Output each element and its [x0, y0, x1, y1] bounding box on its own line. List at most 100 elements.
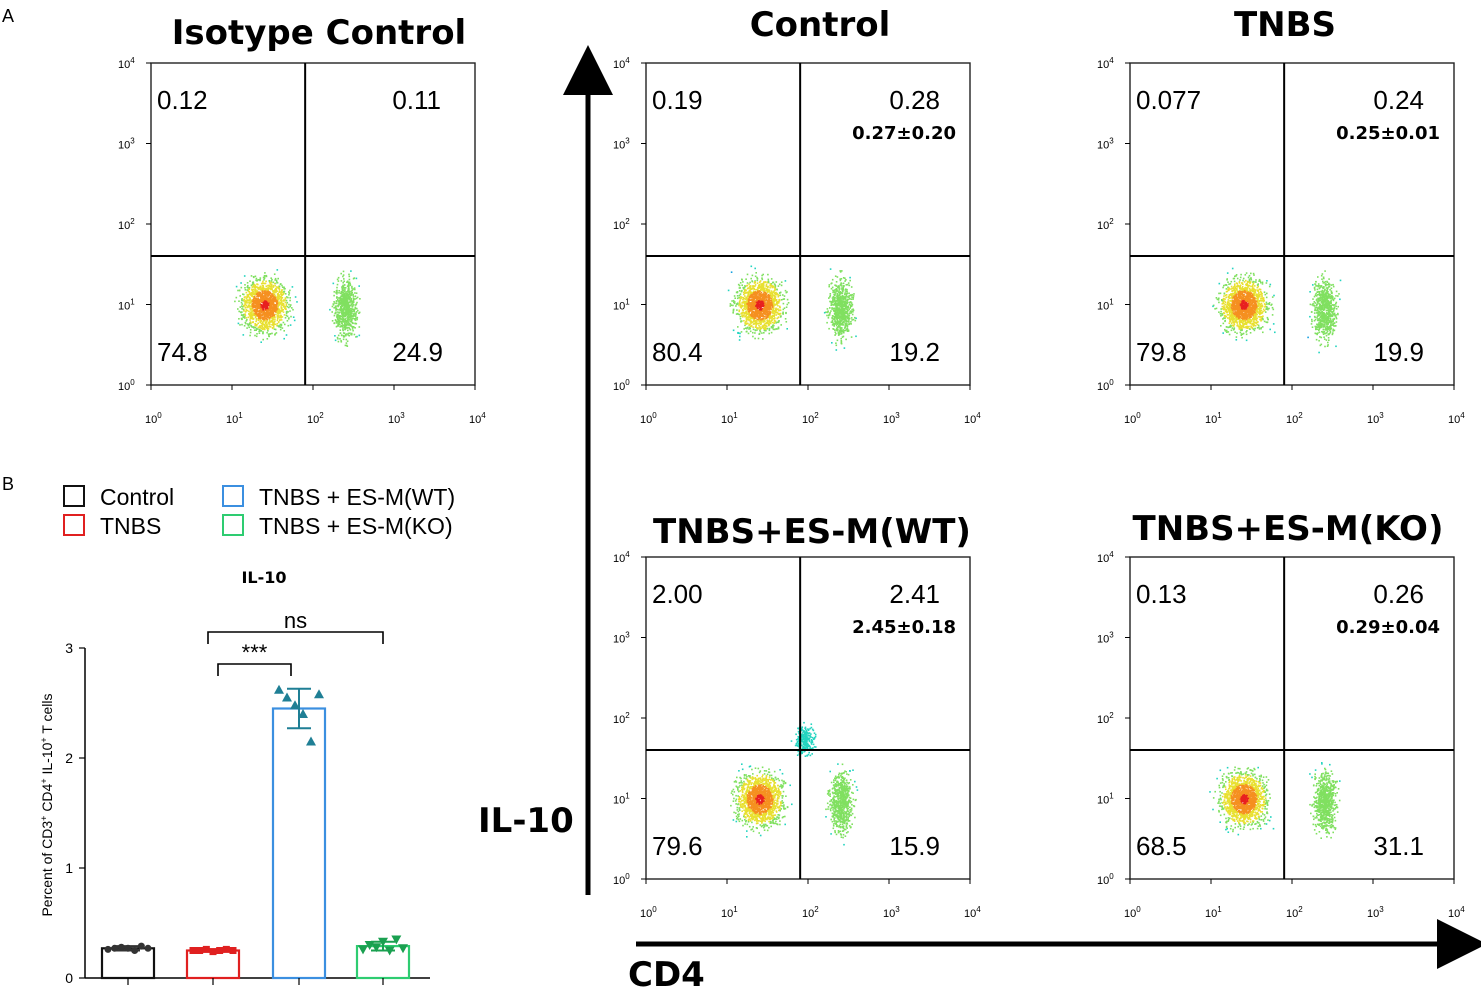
density-dot — [839, 299, 841, 301]
density-dot — [347, 296, 349, 298]
density-dot — [775, 314, 778, 316]
density-dot — [270, 285, 273, 287]
density-dot — [339, 292, 342, 295]
density-dot — [352, 313, 355, 315]
density-dot — [774, 299, 777, 302]
density-dot — [288, 294, 290, 296]
density-dot — [741, 309, 744, 311]
density-dot — [765, 285, 768, 287]
density-dot — [836, 339, 839, 342]
density-dot — [836, 316, 839, 318]
density-dot — [339, 315, 342, 317]
density-dot — [284, 293, 287, 295]
density-dot — [352, 300, 355, 302]
density-dot — [252, 291, 254, 294]
density-dot — [840, 329, 842, 332]
density-dot — [274, 328, 277, 331]
density-dot — [279, 328, 282, 331]
density-dot — [276, 282, 279, 284]
density-dot — [348, 289, 350, 291]
density-dot — [759, 314, 761, 317]
density-dot — [250, 311, 252, 314]
density-dot — [260, 327, 263, 330]
density-dot — [256, 304, 259, 306]
density-dot — [255, 292, 257, 294]
density-dot — [843, 299, 845, 301]
density-dot — [1255, 298, 1258, 300]
density-dot — [264, 298, 267, 301]
density-dot — [846, 323, 848, 325]
density-dot — [1260, 316, 1263, 318]
density-dot — [840, 282, 842, 284]
density-dot — [345, 305, 348, 307]
density-dot — [262, 317, 265, 319]
density-dot — [333, 322, 336, 324]
density-dot — [771, 293, 774, 296]
density-dot — [844, 290, 847, 292]
density-dot — [339, 301, 341, 303]
density-dot — [830, 321, 833, 323]
density-dot — [245, 291, 248, 294]
density-dot — [1260, 317, 1263, 320]
density-dot — [770, 306, 772, 308]
density-dot — [739, 282, 742, 284]
density-dot — [260, 320, 262, 322]
density-dot — [767, 297, 769, 299]
density-dot — [741, 289, 743, 292]
density-dot — [1241, 333, 1244, 335]
density-dot — [348, 292, 351, 295]
density-dot — [772, 326, 774, 329]
density-dot — [841, 317, 843, 320]
density-dot — [346, 281, 348, 283]
density-dot — [772, 285, 775, 288]
density-dot — [1262, 318, 1264, 321]
density-dot — [252, 312, 255, 314]
density-dot — [276, 286, 278, 288]
density-dot — [763, 310, 766, 313]
density-dot — [785, 306, 788, 308]
density-dot — [767, 322, 770, 325]
density-dot — [249, 301, 252, 304]
density-dot — [264, 322, 267, 324]
density-dot — [753, 285, 755, 288]
density-dot — [837, 328, 839, 331]
density-dot — [285, 296, 288, 298]
density-dot — [832, 322, 835, 325]
density-dot — [278, 289, 281, 291]
density-dot — [250, 305, 252, 307]
density-dot — [744, 306, 746, 308]
density-dot — [261, 290, 264, 293]
density-dot — [342, 289, 345, 291]
density-dot — [765, 314, 767, 316]
density-dot — [748, 301, 751, 304]
density-dot — [746, 300, 748, 302]
density-dot — [755, 305, 757, 308]
density-dot — [264, 328, 266, 331]
density-dot — [1255, 279, 1257, 281]
density-dot — [778, 283, 781, 286]
density-dot — [842, 324, 844, 326]
density-dot — [787, 302, 790, 304]
density-dot — [339, 332, 342, 334]
density-dot — [351, 300, 353, 302]
density-dot — [355, 292, 358, 294]
density-dot — [1230, 293, 1232, 295]
density-dot — [761, 298, 763, 301]
density-dot — [743, 305, 745, 307]
density-dot — [770, 299, 773, 302]
density-dot — [262, 276, 265, 279]
density-dot — [832, 328, 835, 330]
density-dot — [287, 296, 289, 299]
density-dot — [250, 299, 252, 301]
density-dot — [745, 313, 748, 315]
density-dot — [763, 291, 765, 294]
density-dot — [746, 295, 749, 297]
density-dot — [845, 303, 847, 305]
density-dot — [254, 326, 256, 329]
density-dot — [273, 310, 275, 313]
density-dot — [350, 315, 352, 318]
density-dot — [265, 287, 268, 290]
density-dot — [740, 304, 742, 306]
density-dot — [769, 299, 772, 302]
density-dot — [1252, 272, 1255, 275]
